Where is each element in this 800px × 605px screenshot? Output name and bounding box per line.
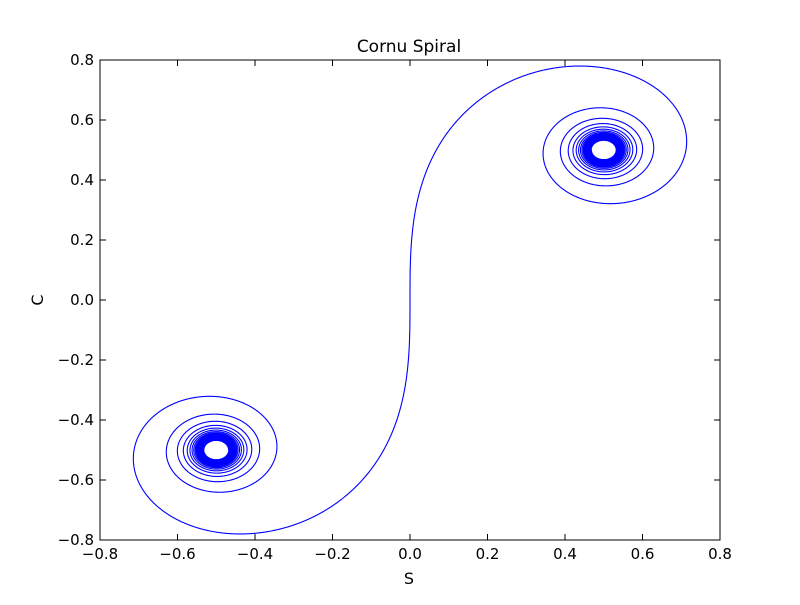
x-tick-label: 0.6 <box>631 545 655 563</box>
plot-frame <box>99 59 721 541</box>
y-tick-label: −0.8 <box>58 531 94 549</box>
x-tick-label: −0.2 <box>314 545 350 563</box>
x-tick-label: −0.6 <box>159 545 195 563</box>
x-tick-label: −0.4 <box>237 545 273 563</box>
y-tick-label: −0.4 <box>58 411 94 429</box>
x-axis-label: S <box>404 569 414 588</box>
series-layer <box>132 65 688 535</box>
chart-title: Cornu Spiral <box>357 37 461 57</box>
x-tick-label: −0.8 <box>82 545 118 563</box>
y-tick-label: −0.2 <box>58 351 94 369</box>
x-tick-label: 0.4 <box>553 545 577 563</box>
y-tick-label: 0.4 <box>70 171 94 189</box>
y-tick-label: 0.6 <box>70 111 94 129</box>
x-tick-label: 0.2 <box>476 545 500 563</box>
y-tick-label: 0.8 <box>70 51 94 69</box>
y-tick-label: −0.6 <box>58 471 94 489</box>
axis-tick-labels: −0.8 −0.6 −0.4 −0.2 0.0 0.2 0.4 0.6 0.8 −0.8 −0.6 −… <box>58 51 732 563</box>
y-axis-label: C <box>28 294 47 305</box>
cornu-spiral-line <box>132 65 688 535</box>
x-tick-label: 0.8 <box>708 545 732 563</box>
y-tick-label: 0.0 <box>70 291 94 309</box>
y-tick-label: 0.2 <box>70 231 94 249</box>
x-tick-label: 0.0 <box>398 545 422 563</box>
